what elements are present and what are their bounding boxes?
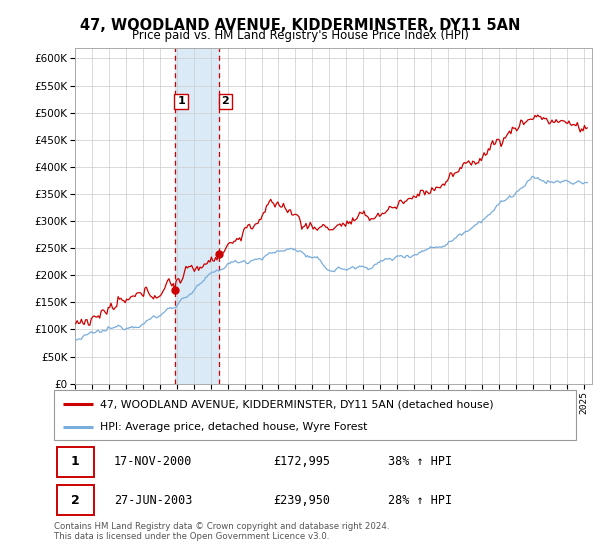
Text: 2: 2 xyxy=(71,494,80,507)
Text: 38% ↑ HPI: 38% ↑ HPI xyxy=(388,455,452,468)
FancyBboxPatch shape xyxy=(54,390,576,440)
Text: Contains HM Land Registry data © Crown copyright and database right 2024.: Contains HM Land Registry data © Crown c… xyxy=(54,522,389,531)
Text: 1: 1 xyxy=(71,455,80,468)
Text: HPI: Average price, detached house, Wyre Forest: HPI: Average price, detached house, Wyre… xyxy=(100,422,367,432)
FancyBboxPatch shape xyxy=(56,486,94,515)
Text: This data is licensed under the Open Government Licence v3.0.: This data is licensed under the Open Gov… xyxy=(54,532,329,541)
Text: 17-NOV-2000: 17-NOV-2000 xyxy=(114,455,193,468)
Text: Price paid vs. HM Land Registry's House Price Index (HPI): Price paid vs. HM Land Registry's House … xyxy=(131,29,469,42)
Text: 2: 2 xyxy=(221,96,229,106)
Text: 1: 1 xyxy=(177,96,185,106)
Text: 47, WOODLAND AVENUE, KIDDERMINSTER, DY11 5AN: 47, WOODLAND AVENUE, KIDDERMINSTER, DY11… xyxy=(80,18,520,34)
Text: £172,995: £172,995 xyxy=(273,455,330,468)
Text: 27-JUN-2003: 27-JUN-2003 xyxy=(114,494,193,507)
Text: 28% ↑ HPI: 28% ↑ HPI xyxy=(388,494,452,507)
FancyBboxPatch shape xyxy=(56,447,94,477)
Text: 47, WOODLAND AVENUE, KIDDERMINSTER, DY11 5AN (detached house): 47, WOODLAND AVENUE, KIDDERMINSTER, DY11… xyxy=(100,399,494,409)
Bar xyxy=(175,48,219,384)
Text: £239,950: £239,950 xyxy=(273,494,330,507)
